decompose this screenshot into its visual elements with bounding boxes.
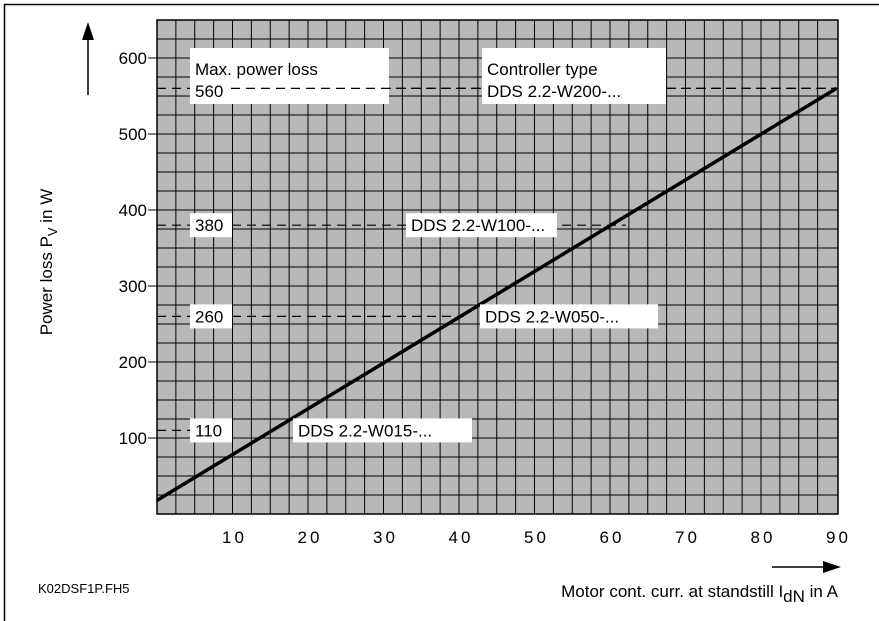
- power-value-260: 260: [195, 307, 223, 326]
- power-value-560: 560: [195, 82, 223, 101]
- controller-w200: DDS 2.2-W200-...: [487, 82, 621, 101]
- x-tick-label: 50: [524, 528, 549, 547]
- x-tick-label: 30: [373, 528, 398, 547]
- y-axis-arrow: [82, 22, 94, 95]
- power-loss-line: [156, 86, 838, 502]
- controller-header: Controller type: [487, 60, 598, 79]
- y-tick-label: 200: [119, 353, 147, 372]
- controller-w100: DDS 2.2-W100-...: [411, 216, 545, 235]
- x-tick-labels: 10 20 30 40 50 60 70 80 90: [222, 528, 851, 547]
- controller-w050-box: [480, 304, 658, 329]
- footer-code: K02DSF1P.FH5: [38, 581, 130, 596]
- x-tick-label: 70: [675, 528, 700, 547]
- power-header: Max. power loss: [195, 60, 318, 79]
- y-tick-label: 600: [119, 49, 147, 68]
- x-tick-label: 80: [751, 528, 776, 547]
- power-value-380-box: [190, 213, 232, 238]
- y-tick-label: 400: [119, 201, 147, 220]
- y-axis-label: Power loss PV in W: [37, 189, 60, 336]
- controller-w015: DDS 2.2-W015-...: [298, 421, 432, 440]
- y-tick-label: 300: [119, 277, 147, 296]
- x-tick-label: 40: [449, 528, 474, 547]
- x-tick-label: 20: [298, 528, 323, 547]
- controller-header-box: [482, 48, 666, 104]
- power-value-380: 380: [195, 216, 223, 235]
- y-tick-labels: 100 200 300 400 500 600: [119, 49, 157, 448]
- label-boxes: Max. power loss 560 Controller type DDS 2.2…: [190, 48, 838, 443]
- x-tick-label: 60: [600, 528, 625, 547]
- controller-w100-box: [406, 213, 557, 238]
- power-value-110: 110: [195, 421, 222, 440]
- x-tick-label: 90: [826, 528, 851, 547]
- controller-w015-box: [293, 418, 472, 443]
- power-value-110-box: [190, 418, 232, 443]
- controller-w050: DDS 2.2-W050-...: [485, 307, 619, 326]
- x-axis-label: Motor cont. curr. at standstill IdN in A: [561, 582, 839, 606]
- x-axis-arrow: [772, 561, 841, 573]
- y-tick-label: 500: [119, 125, 147, 144]
- x-tick-label: 10: [222, 528, 247, 547]
- power-header-box: [190, 48, 389, 104]
- power-value-260-box: [190, 304, 232, 329]
- y-tick-label: 100: [119, 429, 147, 448]
